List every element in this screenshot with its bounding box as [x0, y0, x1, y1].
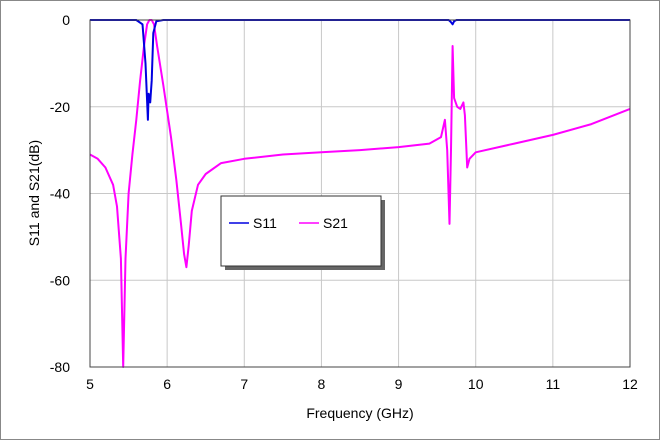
series-line-s21	[89, 19, 631, 368]
x-tick-label: 12	[622, 376, 638, 392]
legend-label-s11: S11	[253, 215, 277, 231]
x-tick-label: 7	[240, 376, 248, 392]
x-axis-label: Frequency (GHz)	[306, 405, 413, 421]
y-tick-label: -60	[50, 272, 70, 288]
x-tick-label: 11	[546, 376, 561, 392]
x-tick-label: 5	[86, 376, 94, 392]
y-axis-label: S11 and S21(dB)	[26, 140, 42, 246]
legend: S11 S21	[220, 195, 385, 270]
y-tick-label: -40	[50, 186, 70, 202]
series-line-s11	[90, 19, 630, 121]
y-tick-label: -20	[50, 99, 70, 115]
legend-label-s21: S21	[323, 215, 348, 231]
plot-area	[89, 19, 631, 368]
y-tick-label: 0	[62, 12, 70, 28]
y-tick-label: -80	[50, 359, 70, 375]
x-tick-label: 9	[395, 376, 403, 392]
x-tick-label: 8	[318, 376, 326, 392]
x-tick-label: 6	[163, 376, 171, 392]
x-tick-label: 10	[468, 376, 484, 392]
